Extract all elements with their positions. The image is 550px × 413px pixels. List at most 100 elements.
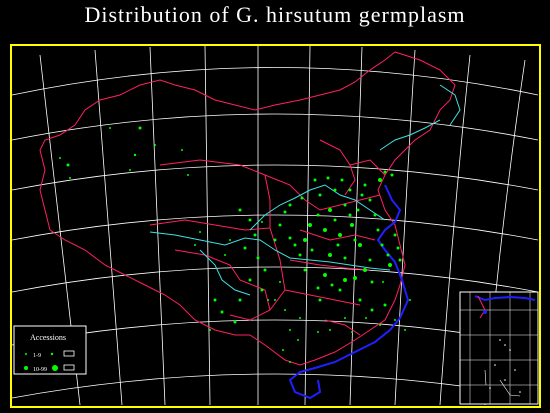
accession-point (300, 196, 304, 200)
accession-point (333, 188, 337, 192)
accession-point (328, 253, 332, 257)
accession-point (360, 193, 364, 197)
legend-row-2-label: 10-99 (33, 367, 47, 373)
accession-point (351, 331, 353, 333)
legend-heading: Accessions (30, 333, 66, 342)
accession-point (378, 178, 382, 182)
accession-point (213, 298, 217, 302)
accession-point (328, 208, 332, 212)
accession-point (220, 310, 224, 314)
accession-point (383, 303, 387, 307)
accession-point (181, 149, 183, 151)
accession-point (310, 248, 314, 252)
accession-point (373, 213, 377, 217)
accession-point (388, 263, 392, 267)
accession-point (154, 144, 156, 146)
legend: Accessions 1-9 10-99 (13, 325, 87, 375)
accession-point (233, 320, 237, 324)
accession-point (278, 223, 282, 227)
accession-point (282, 349, 284, 351)
accession-point (350, 223, 354, 227)
map-frame (10, 44, 541, 408)
accession-point (356, 208, 360, 212)
accession-point (243, 246, 247, 250)
accession-point (263, 268, 267, 272)
accession-point (363, 268, 367, 272)
accession-point (299, 317, 301, 319)
accession-point (303, 238, 307, 242)
accession-point (318, 193, 322, 197)
accession-point (353, 276, 357, 280)
accession-point (348, 213, 352, 217)
legend-row-1-label: 1-9 (33, 353, 41, 359)
accession-point (404, 329, 406, 331)
accession-point (333, 218, 337, 222)
legend-box-1 (63, 350, 75, 357)
accession-point (336, 243, 340, 247)
accession-point (358, 298, 362, 302)
accession-point (288, 203, 292, 207)
accession-point (338, 288, 342, 292)
accession-point (340, 178, 344, 182)
accession-point (343, 256, 347, 260)
accession-point (358, 243, 362, 247)
accession-point (365, 317, 367, 319)
accession-point (394, 319, 396, 321)
rivers (149, 84, 461, 296)
accession-point (323, 228, 327, 232)
accession-point (194, 244, 196, 246)
accession-point (129, 169, 131, 171)
accession-point (343, 203, 347, 207)
accession-point (273, 238, 277, 242)
accession-point (393, 233, 397, 237)
province-borders (39, 51, 456, 366)
accession-point (380, 243, 384, 247)
accession-point (229, 239, 231, 241)
accession-point (274, 299, 276, 301)
accession-point (289, 361, 291, 363)
accession-point (133, 153, 137, 157)
accession-point (390, 173, 394, 177)
accession-point (288, 236, 292, 240)
legend-small-dot (25, 353, 27, 355)
accession-point (343, 278, 347, 282)
accession-point (289, 329, 291, 331)
accession-point (363, 183, 367, 187)
graticule (11, 45, 539, 406)
accession-point (348, 188, 352, 192)
accession-point (248, 278, 252, 282)
accession-point (316, 213, 320, 217)
accession-point (224, 254, 226, 256)
accession-point (209, 329, 211, 331)
accession-point (313, 178, 317, 182)
accession-point (386, 253, 390, 257)
accession-point (330, 283, 334, 287)
accession-point (256, 256, 260, 260)
accession-points (59, 126, 411, 363)
accession-point (267, 299, 269, 301)
accession-point (279, 281, 281, 283)
accession-point (308, 223, 312, 227)
accession-point (370, 308, 374, 312)
accession-point (238, 298, 242, 302)
accession-point (370, 280, 374, 284)
accession-point (376, 228, 380, 232)
accession-point (283, 210, 287, 214)
legend-medium-dot (24, 366, 28, 370)
accession-point (353, 238, 357, 242)
accession-point (293, 243, 297, 247)
accession-point (260, 288, 264, 292)
accession-point (382, 281, 384, 283)
accession-point (298, 253, 302, 257)
accession-point (199, 231, 201, 233)
legend-large-dot (52, 365, 58, 371)
accession-point (238, 208, 242, 212)
accession-point (396, 246, 400, 250)
accession-point (261, 221, 263, 223)
accession-point (368, 258, 372, 262)
accession-point (297, 339, 299, 341)
accession-point (379, 324, 381, 326)
accession-point (338, 233, 342, 237)
accession-point (187, 174, 189, 176)
